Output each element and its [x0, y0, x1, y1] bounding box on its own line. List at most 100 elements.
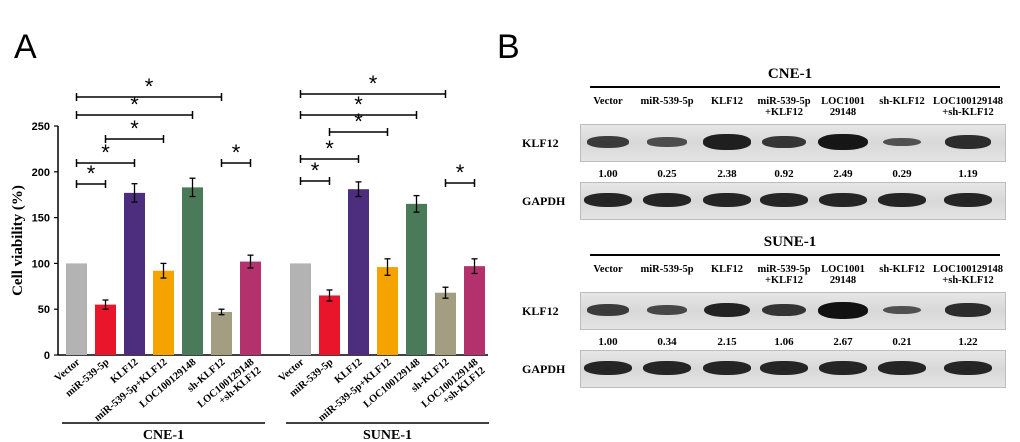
- panel-a-letter: A: [14, 28, 37, 66]
- y-tick-label: 150: [32, 213, 50, 225]
- protein-band: [762, 135, 806, 149]
- band-ratio: 1.06: [774, 336, 794, 348]
- protein-band: [945, 303, 991, 317]
- bar: [406, 203, 427, 355]
- band-ratio: 0.25: [657, 168, 677, 180]
- loading-row-label: GAPDH: [522, 194, 566, 208]
- lane-label: LOC100129148 +sh-KLF12: [932, 264, 1003, 286]
- y-tick-label: 50: [38, 304, 50, 316]
- significance-star: *: [456, 160, 465, 185]
- panel-b-letter: B: [497, 28, 520, 66]
- lane-label: Vector: [593, 264, 623, 275]
- significance-star: *: [130, 116, 139, 141]
- lane-label: KLF12: [710, 264, 744, 275]
- band-ratio: 2.67: [833, 336, 853, 348]
- gapdh-band: [584, 193, 632, 207]
- lane-label: LOC100129148 +sh-KLF12: [932, 96, 1003, 118]
- gapdh-band: [819, 193, 867, 207]
- target-row-label: KLF12: [522, 136, 559, 150]
- blot-title-rule: [590, 86, 1000, 88]
- lane-label: KLF12: [710, 96, 744, 107]
- significance-star: *: [311, 158, 320, 183]
- bar: [211, 311, 232, 355]
- protein-band: [703, 302, 751, 318]
- significance-star: *: [130, 92, 139, 117]
- significance-star: *: [325, 136, 334, 161]
- band-ratio: 0.21: [892, 336, 912, 348]
- gapdh-band: [944, 361, 992, 375]
- blot-title-rule: [590, 254, 1000, 256]
- lane-label: LOC1001 29148: [821, 96, 865, 118]
- protein-band: [762, 303, 806, 317]
- lane-label: sh-KLF12: [879, 264, 925, 275]
- bar: [95, 304, 116, 355]
- y-axis-label: Cell viability (%): [10, 185, 26, 296]
- bar: [377, 267, 398, 355]
- bar: [290, 263, 311, 355]
- y-tick-label: 250: [32, 121, 50, 133]
- lane-label: miR-539-5p: [640, 264, 694, 275]
- gapdh-band: [584, 361, 632, 375]
- band-ratio: 0.29: [892, 168, 912, 180]
- lane-label: Vector: [593, 96, 623, 107]
- protein-band: [882, 305, 922, 315]
- bar: [124, 192, 145, 355]
- lane-label: LOC1001 29148: [821, 264, 865, 286]
- protein-band: [647, 137, 687, 147]
- bar: [153, 270, 174, 355]
- gapdh-band: [703, 361, 751, 375]
- blot-title: SUNE-1: [763, 234, 817, 250]
- gapdh-band: [760, 361, 808, 375]
- y-tick-label: 0: [44, 350, 50, 362]
- y-tick-label: 200: [32, 167, 50, 179]
- significance-star: *: [354, 109, 363, 134]
- loading-row-label: GAPDH: [522, 362, 566, 376]
- gapdh-band: [878, 361, 926, 375]
- protein-band: [646, 305, 688, 315]
- band-ratio: 0.92: [774, 168, 794, 180]
- lane-label: miR-539-5p: [640, 96, 694, 107]
- significance-star: *: [101, 140, 110, 165]
- protein-band: [586, 304, 630, 316]
- bar: [66, 263, 87, 355]
- y-tick-label: 100: [32, 258, 50, 270]
- lane-label: miR-539-5p +KLF12: [757, 264, 811, 286]
- protein-band: [586, 136, 630, 148]
- gapdh-band: [878, 193, 926, 207]
- bar: [319, 295, 340, 355]
- protein-band: [703, 134, 751, 150]
- bar: [182, 187, 203, 355]
- gapdh-band: [703, 193, 751, 207]
- band-ratio: 1.19: [958, 168, 978, 180]
- significance-star: *: [87, 161, 96, 186]
- gapdh-band: [760, 193, 808, 207]
- category-label: LOC100129148+sh-KLF12: [420, 357, 488, 419]
- blot-title: CNE-1: [767, 66, 813, 82]
- band-ratio: 1.22: [958, 336, 978, 348]
- category-label: LOC100129148+sh-KLF12: [196, 357, 264, 419]
- gapdh-band: [819, 361, 867, 375]
- protein-band: [818, 301, 868, 319]
- lane-label: sh-KLF12: [879, 96, 925, 107]
- significance-star: *: [354, 92, 363, 117]
- target-row-label: KLF12: [522, 304, 559, 318]
- gapdh-band: [643, 361, 691, 375]
- bar: [464, 266, 485, 355]
- band-ratio: 1.00: [598, 168, 618, 180]
- group-label: CNE-1: [143, 428, 184, 442]
- group-label: SUNE-1: [363, 428, 412, 442]
- significance-star: *: [145, 74, 154, 99]
- bar: [348, 189, 369, 355]
- lane-label: miR-539-5p +KLF12: [757, 96, 811, 118]
- protein-band: [818, 133, 868, 151]
- band-ratio: 2.49: [833, 168, 853, 180]
- bar: [240, 261, 261, 355]
- band-ratio: 2.15: [717, 336, 737, 348]
- significance-star: *: [369, 71, 378, 96]
- gapdh-band: [643, 193, 691, 207]
- protein-band: [945, 135, 991, 149]
- bar: [435, 292, 456, 355]
- band-ratio: 1.00: [598, 336, 618, 348]
- protein-band: [882, 137, 922, 147]
